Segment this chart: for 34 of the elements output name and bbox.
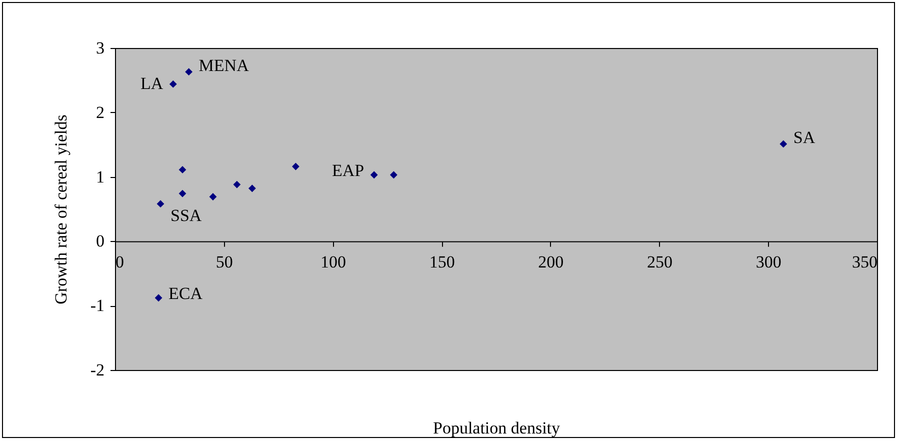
point <box>185 68 193 76</box>
x-tick-label: 250 <box>647 252 673 272</box>
y-tick-label: 1 <box>96 167 104 186</box>
point <box>154 294 162 302</box>
point <box>233 180 241 188</box>
x-tick-label: 0 <box>116 252 124 272</box>
annotation: LA <box>140 74 164 94</box>
y-tick-label: -1 <box>90 296 104 316</box>
annotation: SSA <box>170 206 202 225</box>
annotation: SA <box>793 128 816 147</box>
x-tick-label: 300 <box>756 252 782 272</box>
annotation: ECA <box>168 284 204 303</box>
x-tick-label: 50 <box>216 252 233 272</box>
x-tick-label: 150 <box>429 252 455 272</box>
point <box>178 166 186 174</box>
point <box>169 80 177 88</box>
x-tick-label: 200 <box>538 252 564 272</box>
point <box>780 140 788 148</box>
annotation: MENA <box>198 56 250 75</box>
x-tick-label: 100 <box>320 252 346 272</box>
point <box>390 171 398 179</box>
point <box>292 162 300 170</box>
y-tick-label: 0 <box>96 232 104 251</box>
point <box>156 200 164 208</box>
y-axis-title: Growth rate of cereal yields <box>51 114 70 304</box>
x-tick-label: 350 <box>852 252 878 272</box>
point <box>178 190 186 198</box>
y-tick-label: 3 <box>96 38 104 58</box>
y-tick-label: -2 <box>90 360 104 380</box>
x-axis-title: Population density <box>432 418 561 438</box>
y-tick-label: 2 <box>96 102 104 122</box>
point <box>370 171 378 179</box>
point <box>248 184 256 192</box>
annotation: EAP <box>332 160 364 180</box>
